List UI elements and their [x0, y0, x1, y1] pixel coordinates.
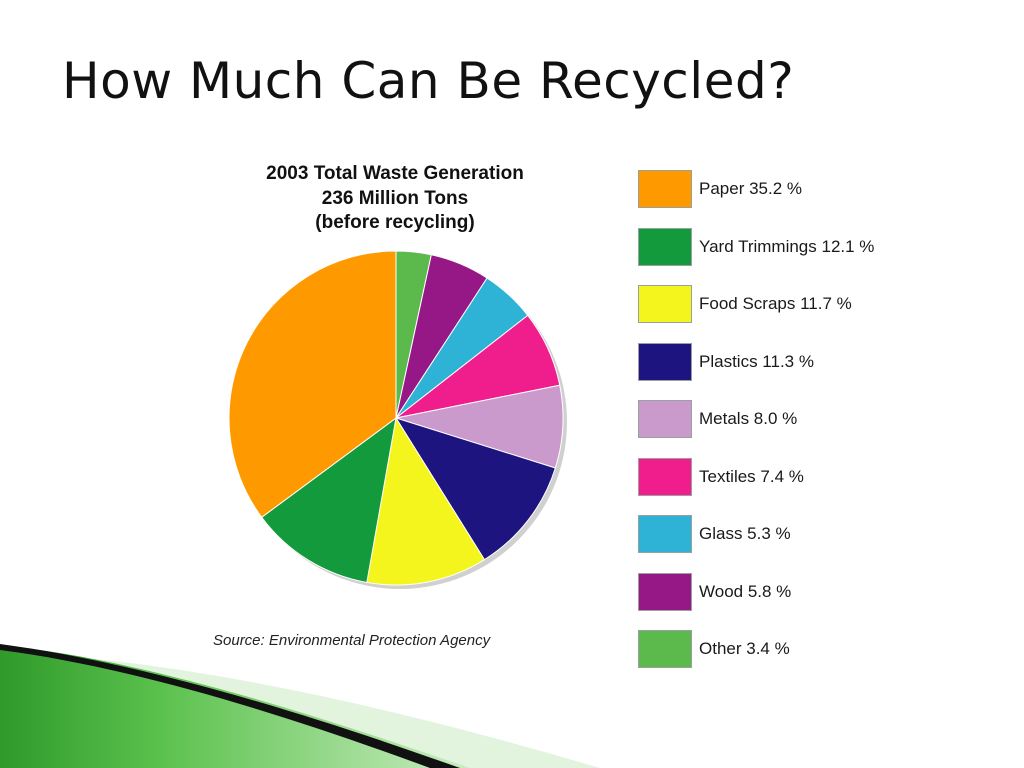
legend-item-metals: Metals 8.0 %	[638, 400, 938, 438]
legend-swatch-paper	[638, 170, 692, 208]
pie-slice-food-scraps	[366, 416, 486, 586]
swoosh-black-stripe	[0, 644, 460, 768]
legend-label-textiles: Textiles 7.4 %	[699, 466, 804, 486]
chart-title-line-2: 236 Million Tons	[321, 187, 469, 209]
legend-label-plastics: Plastics 11.3 %	[699, 351, 814, 371]
legend-swatch-metals	[638, 400, 692, 438]
slide-title: How Much Can Be Recycled?	[62, 52, 795, 110]
legend-item-plastics: Plastics 11.3 %	[638, 342, 938, 381]
chart-title-line-3: (before recycling)	[315, 212, 475, 233]
legend-item-paper: Paper 35.2 %	[638, 170, 938, 208]
legend-item-food-scraps: Food Scraps 11.7 %	[638, 285, 938, 323]
chart-title: 2003 Total Waste Generation 236 Million …	[236, 162, 554, 236]
chart-source: Source: Environmental Protection Agency	[213, 632, 491, 649]
legend-swatch-glass	[638, 515, 692, 553]
legend-label-glass: Glass 5.3 %	[699, 524, 791, 543]
legend-swatch-textiles	[638, 457, 692, 496]
legend-swatch-food-scraps	[638, 285, 692, 323]
legend-item-other: Other 3.4 %	[638, 630, 938, 668]
legend-item-textiles: Textiles 7.4 %	[638, 457, 938, 496]
chart-title-line-1: 2003 Total Waste Generation	[266, 163, 524, 184]
legend-label-other: Other 3.4 %	[699, 639, 790, 658]
pie-slice-paper	[228, 250, 397, 518]
legend-label-yard-trimmings: Yard Trimmings 12.1 %	[699, 236, 875, 256]
legend-swatch-wood	[638, 572, 692, 611]
legend-item-wood: Wood 5.8 %	[638, 572, 938, 611]
legend-swatch-other	[638, 630, 692, 668]
legend-item-yard-trimmings: Yard Trimmings 12.1 %	[638, 227, 938, 266]
legend-swatch-plastics	[638, 342, 692, 381]
legend-label-food-scraps: Food Scraps 11.7 %	[699, 294, 852, 313]
pie-slice-plastics	[394, 417, 556, 561]
legend-label-wood: Wood 5.8 %	[699, 581, 792, 601]
legend-label-paper: Paper 35.2 %	[699, 179, 803, 198]
legend-swatch-yard-trimmings	[638, 227, 692, 266]
pie-slice-yard-trimmings	[260, 416, 397, 584]
legend-item-glass: Glass 5.3 %	[638, 515, 938, 553]
legend-label-metals: Metals 8.0 %	[699, 409, 798, 428]
